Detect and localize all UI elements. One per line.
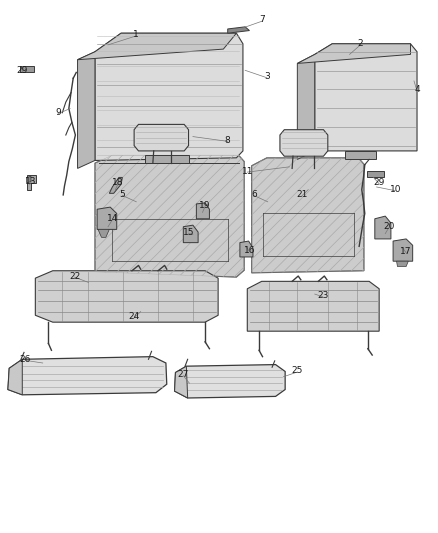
Text: 6: 6 (251, 190, 257, 199)
Text: 13: 13 (25, 177, 37, 186)
Polygon shape (97, 207, 117, 229)
Polygon shape (252, 158, 364, 273)
Polygon shape (240, 241, 253, 257)
Polygon shape (98, 229, 110, 237)
Text: 5: 5 (120, 190, 125, 199)
Polygon shape (247, 281, 379, 331)
Polygon shape (20, 66, 35, 72)
Polygon shape (280, 130, 328, 156)
Text: 10: 10 (389, 185, 401, 194)
Polygon shape (393, 239, 413, 261)
Polygon shape (396, 261, 408, 266)
Polygon shape (345, 151, 376, 159)
Text: 14: 14 (107, 214, 118, 223)
Polygon shape (367, 171, 384, 177)
Text: 29: 29 (17, 66, 28, 75)
Polygon shape (8, 359, 22, 395)
Polygon shape (110, 177, 122, 193)
Text: 8: 8 (225, 136, 230, 145)
Polygon shape (297, 44, 410, 63)
Text: 15: 15 (183, 228, 194, 237)
Text: 19: 19 (199, 201, 211, 210)
Text: 29: 29 (374, 178, 385, 187)
Text: 9: 9 (55, 108, 61, 117)
Text: 22: 22 (69, 271, 80, 280)
Polygon shape (134, 124, 188, 151)
Polygon shape (78, 33, 237, 60)
Text: 24: 24 (128, 312, 140, 321)
Polygon shape (27, 176, 31, 183)
Polygon shape (196, 203, 209, 219)
Polygon shape (8, 357, 167, 395)
Text: 3: 3 (264, 72, 270, 81)
Polygon shape (175, 365, 285, 398)
Text: 1: 1 (134, 30, 139, 39)
Text: 4: 4 (414, 85, 420, 94)
Polygon shape (78, 52, 95, 168)
Text: 26: 26 (20, 355, 31, 364)
Text: 27: 27 (178, 370, 189, 379)
Polygon shape (27, 175, 36, 190)
Polygon shape (35, 271, 218, 322)
Text: 16: 16 (244, 246, 255, 255)
Polygon shape (375, 216, 391, 239)
Text: 7: 7 (260, 15, 265, 25)
Text: 25: 25 (292, 367, 303, 375)
Polygon shape (315, 44, 417, 151)
Text: 20: 20 (383, 222, 395, 231)
Polygon shape (95, 33, 243, 160)
Polygon shape (228, 27, 250, 33)
Polygon shape (175, 366, 187, 398)
Text: 21: 21 (296, 190, 307, 199)
Polygon shape (95, 155, 244, 277)
Text: 23: 23 (317, 291, 328, 300)
Polygon shape (297, 54, 315, 159)
Text: 2: 2 (358, 39, 363, 49)
Text: 18: 18 (112, 178, 124, 187)
Polygon shape (145, 155, 188, 163)
Text: 11: 11 (241, 166, 253, 175)
Polygon shape (184, 225, 198, 243)
Text: 17: 17 (400, 247, 412, 256)
